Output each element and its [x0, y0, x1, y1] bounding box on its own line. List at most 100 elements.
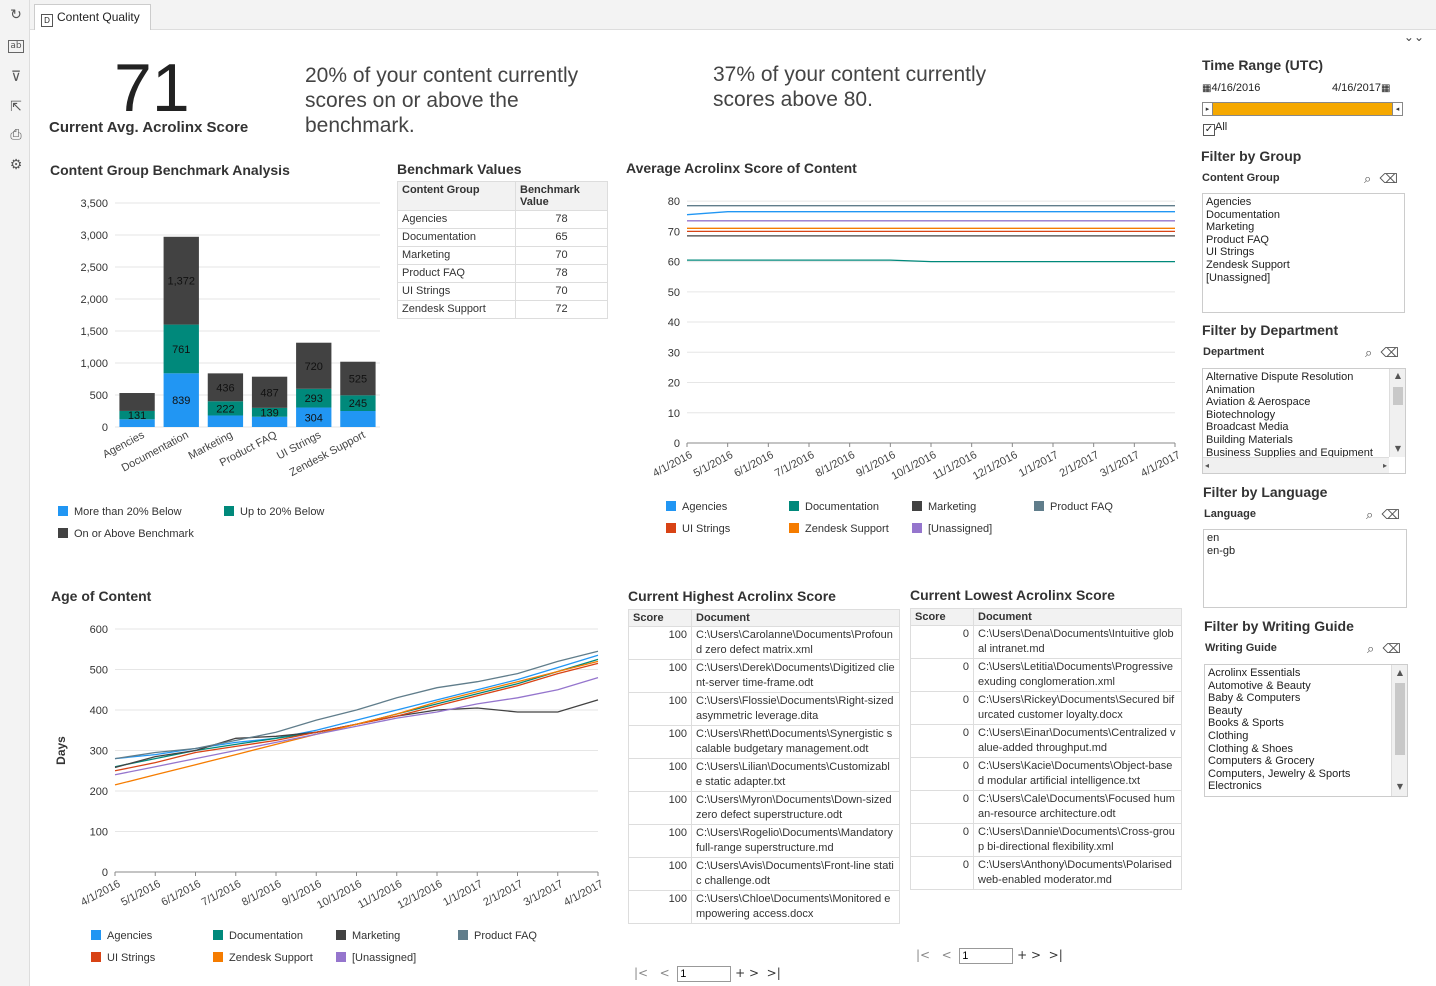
legend-item[interactable]: Product FAQ	[458, 930, 537, 942]
column-header[interactable]: Benchmark Value	[515, 181, 608, 211]
column-header[interactable]: Score	[910, 608, 974, 626]
scroll-thumb[interactable]	[1393, 387, 1403, 405]
list-item[interactable]: Computers, Jewelry & Sports	[1208, 767, 1351, 780]
table-row[interactable]: UI Strings 70	[397, 282, 608, 301]
list-item[interactable]: Clothing & Shoes	[1208, 742, 1293, 755]
list-item[interactable]: Agencies	[1206, 196, 1252, 208]
group-listbox[interactable]: Agencies Documentation Marketing Product FA…	[1202, 193, 1405, 313]
list-item[interactable]: Product FAQ	[1206, 233, 1269, 246]
department-listbox[interactable]: Alternative Dispute Resolution Animation A…	[1202, 368, 1406, 474]
table-row[interactable]: Product FAQ 78	[397, 264, 608, 283]
scroll-right-icon[interactable]: ▸	[1382, 461, 1387, 470]
list-item[interactable]: [Unassigned]	[1206, 271, 1271, 284]
table-row[interactable]: 0 C:\Users\Cale\Documents\Focused human-r…	[910, 790, 1182, 824]
search-icon[interactable]: ⌕	[1364, 172, 1372, 187]
table-row[interactable]: 100 C:\Users\Chloe\Documents\Monitored em…	[628, 890, 900, 924]
list-item[interactable]: Computers & Grocery	[1208, 755, 1315, 768]
table-row[interactable]: 100 C:\Users\Derek\Documents\Digitized cl…	[628, 659, 900, 693]
list-item[interactable]: Zendesk Support	[1206, 258, 1290, 271]
eraser-icon[interactable]: ⌫	[1381, 508, 1400, 523]
print-icon[interactable]: ⎙	[10, 127, 22, 143]
tab-content-quality[interactable]: D Content Quality	[34, 4, 151, 30]
list-item[interactable]: Marketing	[1206, 221, 1255, 234]
table-row[interactable]: 0 C:\Users\Dannie\Documents\Cross-group b…	[910, 823, 1182, 857]
legend-item[interactable]: Documentation	[213, 930, 303, 942]
legend-item[interactable]: UI Strings	[666, 523, 730, 535]
scroll-left-icon[interactable]: ◂	[1205, 461, 1210, 470]
table-row[interactable]: 100 C:\Users\Flossie\Documents\Right-size…	[628, 692, 900, 726]
legend-item[interactable]: Product FAQ	[1034, 501, 1113, 513]
all-time-checkbox[interactable]: ✓ All	[1203, 121, 1227, 136]
column-header[interactable]: Document	[691, 609, 900, 627]
eraser-icon[interactable]: ⌫	[1379, 172, 1398, 187]
table-row[interactable]: 0 C:\Users\Anthony\Documents\Polarised we…	[910, 856, 1182, 890]
list-item[interactable]: Clothing	[1208, 729, 1249, 742]
language-listbox[interactable]: en en-gb	[1203, 529, 1407, 608]
column-header[interactable]: Score	[628, 609, 692, 627]
list-item[interactable]: Acrolinx Essentials	[1208, 667, 1301, 679]
filter-clear-icon[interactable]: ⊽	[10, 69, 22, 85]
list-item[interactable]: en-gb	[1207, 544, 1236, 557]
collapse-chevron-icon[interactable]: ⌄⌄	[1403, 30, 1424, 44]
legend-item[interactable]: [Unassigned]	[336, 952, 416, 964]
table-row[interactable]: 100 C:\Users\Lilian\Documents\Customizabl…	[628, 758, 900, 792]
table-row[interactable]: 0 C:\Users\Letitia\Documents\Progressive …	[910, 658, 1182, 692]
table-row[interactable]: 100 C:\Users\Carolanne\Documents\Profound…	[628, 626, 900, 660]
list-item[interactable]: Automotive & Beauty	[1208, 679, 1311, 692]
prev-page-icon[interactable]: <	[659, 966, 670, 980]
list-item[interactable]: UI Strings	[1206, 246, 1255, 259]
legend-item[interactable]: Documentation	[789, 501, 879, 513]
eraser-icon[interactable]: ⌫	[1382, 642, 1401, 657]
table-row[interactable]: 100 C:\Users\Rogelio\Documents\Mandatory …	[628, 824, 900, 858]
list-item[interactable]: Aviation & Aerospace	[1206, 396, 1311, 409]
first-page-icon[interactable]: |<	[634, 966, 649, 980]
slider-end-handle[interactable]: ◂	[1392, 103, 1402, 115]
page-input[interactable]	[959, 948, 1014, 964]
vertical-scrollbar[interactable]: ▲ ▼	[1391, 665, 1407, 796]
search-icon[interactable]: ⌕	[1365, 346, 1373, 361]
legend-item[interactable]: Agencies	[91, 930, 152, 942]
page-input[interactable]	[677, 966, 732, 982]
table-row[interactable]: 100 C:\Users\Myron\Documents\Down-sized z…	[628, 791, 900, 825]
list-item[interactable]: Electronics	[1208, 780, 1262, 793]
writing-guide-listbox[interactable]: Acrolinx Essentials Automotive & Beauty Ba…	[1204, 664, 1408, 797]
table-row[interactable]: 100 C:\Users\Avis\Documents\Front-line st…	[628, 857, 900, 891]
list-item[interactable]: Baby & Computers	[1208, 692, 1301, 705]
legend-item[interactable]: Agencies	[666, 501, 727, 513]
list-item[interactable]: Books & Sports	[1208, 717, 1284, 730]
legend-item[interactable]: UI Strings	[91, 952, 155, 964]
time-range-start[interactable]: ▦4/16/2016	[1202, 82, 1260, 94]
horizontal-scrollbar[interactable]: ◂ ▸	[1203, 457, 1389, 473]
scroll-up-icon[interactable]: ▲	[1396, 668, 1404, 677]
table-row[interactable]: 0 C:\Users\Einar\Documents\Centralized va…	[910, 724, 1182, 758]
prev-page-icon[interactable]: <	[941, 948, 952, 962]
list-item[interactable]: Alternative Dispute Resolution	[1206, 371, 1354, 383]
list-item[interactable]: Documentation	[1206, 208, 1280, 221]
legend-item[interactable]: Zendesk Support	[789, 523, 889, 535]
legend-item-up-to-below[interactable]: Up to 20% Below	[224, 506, 324, 518]
list-item[interactable]: Beauty	[1208, 704, 1243, 717]
export-icon[interactable]: ⇱	[10, 99, 22, 115]
table-row[interactable]: 0 C:\Users\Kacie\Documents\Object-based m…	[910, 757, 1182, 791]
legend-item[interactable]: Zendesk Support	[213, 952, 313, 964]
text-box-icon[interactable]: ab	[8, 40, 24, 53]
scroll-down-icon[interactable]: ▼	[1396, 782, 1404, 792]
list-item[interactable]: Building Materials	[1206, 433, 1293, 446]
legend-item[interactable]: Marketing	[912, 501, 976, 513]
last-page-icon[interactable]: >|	[766, 966, 781, 980]
next-page-icon[interactable]: + >	[1017, 948, 1042, 962]
table-row[interactable]: Documentation 65	[397, 228, 608, 247]
table-row[interactable]: 0 C:\Users\Rickey\Documents\Secured bifur…	[910, 691, 1182, 725]
table-row[interactable]: 0 C:\Users\Dena\Documents\Intuitive globa…	[910, 625, 1182, 659]
list-item[interactable]: Business Supplies and Equipment	[1206, 446, 1373, 459]
time-range-slider[interactable]: ▸ ◂	[1202, 102, 1403, 116]
list-item[interactable]: Animation	[1206, 383, 1255, 396]
legend-item[interactable]: [Unassigned]	[912, 523, 992, 535]
vertical-scrollbar[interactable]: ▲ ▼	[1389, 369, 1405, 457]
list-item[interactable]: Broadcast Media	[1206, 421, 1289, 434]
first-page-icon[interactable]: |<	[916, 948, 931, 962]
scroll-down-icon[interactable]: ▼	[1394, 444, 1402, 454]
table-row[interactable]: Agencies 78	[397, 210, 608, 229]
table-row[interactable]: 100 C:\Users\Rhett\Documents\Synergistic …	[628, 725, 900, 759]
table-row[interactable]: Zendesk Support 72	[397, 300, 608, 319]
